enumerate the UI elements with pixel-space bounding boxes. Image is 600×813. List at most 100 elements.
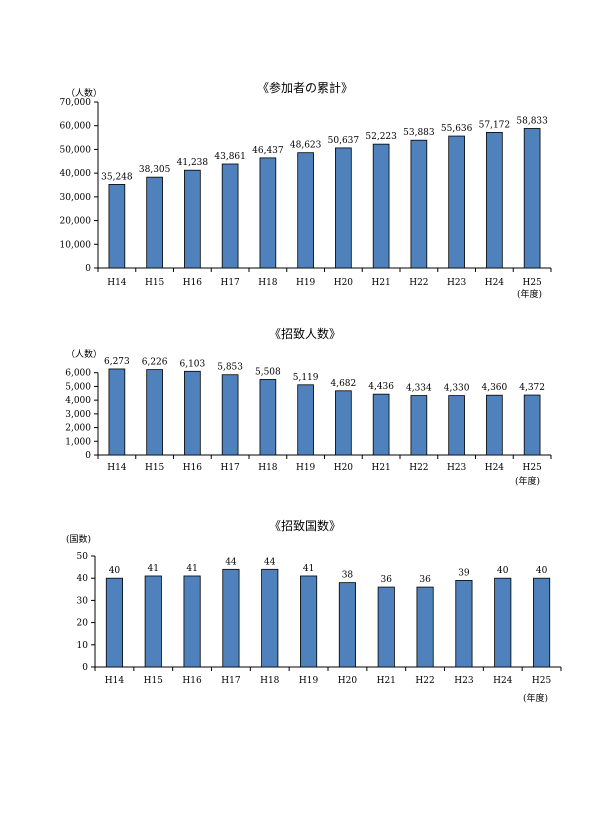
x-tick-label: H22 [409,278,428,288]
y-axis-label: （人数） [66,87,102,99]
data-label: 6,273 [104,357,130,367]
y-tick-label: 50,000 [60,145,92,155]
x-tick-label: H24 [485,463,505,473]
data-label: 4,372 [519,383,545,393]
data-label: 41 [186,564,197,574]
bar-h19 [297,384,314,456]
y-tick-label: 0 [82,663,88,673]
x-tick-label: H14 [107,278,127,288]
x-tick-label: H24 [493,676,513,686]
data-label: 6,226 [142,358,168,368]
data-label: 35,248 [101,172,133,182]
bar-h20 [335,390,352,456]
y-tick-label: 70,000 [60,98,92,108]
y-axis-label: （人数） [66,348,102,360]
x-tick-label: H19 [296,278,316,288]
data-label: 4,334 [406,384,432,394]
data-label: 41 [303,564,314,574]
chart-title: 《招致人数》 [269,326,341,341]
y-tick-label: 20 [77,619,89,629]
data-label: 43,861 [214,152,246,162]
x-tick-label: H21 [371,278,390,288]
data-label: 4,330 [444,384,470,394]
bar-h17 [221,374,239,456]
x-tick-label: H17 [220,463,240,473]
data-label: 55,636 [441,124,473,134]
bar-h21 [372,393,390,456]
y-tick-label: 30 [77,596,89,606]
y-tick-label: 0 [85,264,91,274]
x-tick-label: H15 [145,463,165,473]
data-label: 58,833 [516,116,548,126]
y-tick-label: 3,000 [65,410,91,420]
x-tick-label: H22 [409,463,428,473]
bar-h14 [108,184,126,269]
data-label: 36 [381,575,393,585]
x-tick-label: H25 [522,278,542,288]
x-tick-label: H16 [183,463,203,473]
data-label: 5,119 [293,373,319,383]
bar-h22 [416,586,434,668]
y-tick-label: 6,000 [65,369,91,379]
x-tick-label: H19 [296,463,316,473]
y-tick-label: 5,000 [65,382,91,392]
invited-countries-chart: 《招致国数》 (国数) (年度) 0 10 20 30 40 50 40 H14 41 H15 41… [0,518,600,708]
bar-h19 [297,152,314,269]
data-label: 39 [458,568,470,578]
x-tick-label: H18 [258,278,278,288]
bar-h17 [221,163,239,269]
bar-h21 [372,143,390,269]
y-tick-label: 0 [85,451,91,461]
data-label: 44 [264,557,276,567]
x-tick-label: H22 [415,676,434,686]
data-label: 53,883 [403,128,435,138]
data-label: 40 [109,566,121,576]
invited-countries-svg: 《招致国数》 (国数) (年度) 0 10 20 30 40 50 40 H14 41 H15 41… [66,518,562,704]
x-tick-label: H16 [182,676,202,686]
x-tick-label: H23 [454,676,474,686]
bar-h20 [335,147,352,269]
data-label: 41 [148,564,159,574]
bar-h18 [259,157,277,269]
y-tick-label: 40,000 [60,169,92,179]
bar-h25 [523,394,541,456]
bar-h19 [300,575,318,668]
data-label: 48,623 [290,141,322,151]
y-tick-label: 10 [77,641,89,651]
x-tick-label: H23 [447,278,467,288]
x-tick-label: H18 [260,676,280,686]
x-tick-label: H14 [105,676,125,686]
data-label: 36 [419,575,431,585]
x-axis-unit: (年度) [523,692,548,704]
x-tick-label: H23 [447,463,467,473]
bar-h25 [523,128,541,269]
bar-h24 [494,577,512,668]
bar-h16 [183,575,201,668]
bar-h18 [259,379,277,456]
data-label: 46,437 [252,146,284,156]
cumulative-participants-svg: 《参加者の累計》 （人数） (年度) 0 10,000 20,000 30,000 40… [60,80,552,300]
y-tick-label: 2,000 [65,424,91,434]
bar-h23 [448,395,465,456]
bar-h18 [261,568,279,668]
bar-h21 [377,586,395,668]
data-label: 40 [497,566,509,576]
data-label: 57,172 [479,120,511,130]
x-axis-unit: (年度) [515,475,540,487]
x-axis-unit: (年度) [517,288,542,300]
x-tick-label: H19 [299,676,319,686]
x-tick-label: H25 [532,676,552,686]
x-tick-label: H20 [338,676,358,686]
x-tick-label: H20 [334,463,354,473]
invited-people-svg: 《招致人数》 （人数） (年度) 0 1,000 2,000 3,000 4,000 5,… [65,326,552,487]
x-tick-label: H16 [183,278,203,288]
x-tick-label: H25 [522,463,542,473]
x-tick-label: H17 [220,278,240,288]
x-tick-label: H24 [485,278,505,288]
x-tick-label: H17 [221,676,241,686]
y-tick-label: 40 [77,574,89,584]
bar-h23 [455,580,473,668]
bar-h25 [533,577,551,668]
bar-h22 [410,395,428,456]
bar-h15 [146,176,163,269]
